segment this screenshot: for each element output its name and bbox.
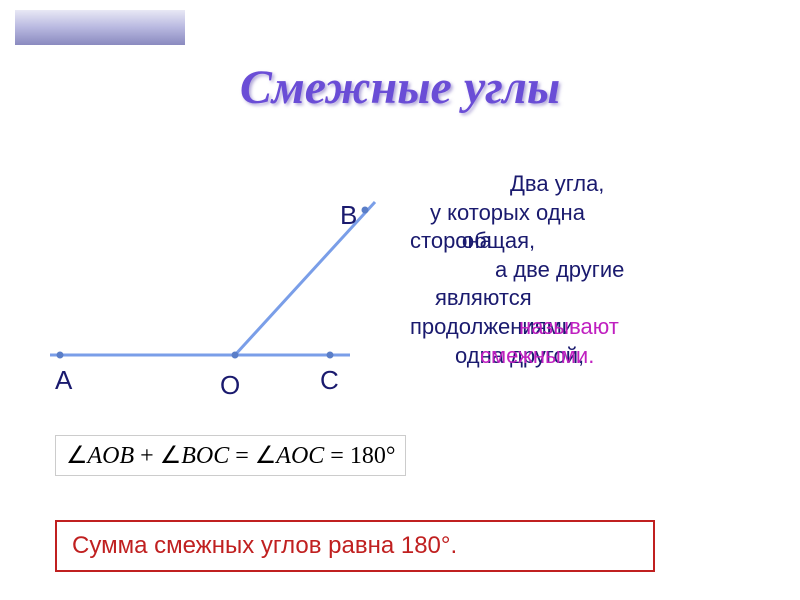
def-line4: а две другие	[495, 256, 790, 285]
def-line5: являются	[435, 284, 790, 313]
def-line3-b: общая,	[462, 228, 535, 253]
def-line6: продолженияминазывают	[410, 313, 790, 342]
formula-result: 180°	[350, 443, 396, 469]
formula-angle3: AOC	[276, 443, 324, 469]
formula-angle2: BOC	[181, 443, 229, 469]
point-label-o: О	[220, 370, 240, 401]
decoration-gradient-bar	[15, 10, 185, 45]
point-c	[327, 352, 334, 359]
def-line3: сторонаобщая,	[410, 227, 790, 256]
page-title: Смежные углы	[0, 60, 800, 115]
def-line2: у которых одна	[430, 199, 790, 228]
definition-block: Два угла, у которых одна сторонаобщая, а…	[410, 170, 790, 370]
point-label-b: В	[340, 200, 357, 231]
def-line7-b: смежными.	[480, 342, 594, 371]
point-o	[232, 352, 239, 359]
theorem-box: Сумма смежных углов равна 180°.	[55, 520, 655, 572]
point-a	[57, 352, 64, 359]
def-line7: одсмежными.на другой,	[455, 342, 790, 371]
angle-diagram	[40, 190, 460, 390]
point-label-a: А	[55, 365, 72, 396]
def-line1: Два угла,	[510, 170, 790, 199]
point-b	[362, 207, 369, 214]
formula: ∠AOB + ∠BOC = ∠AOC = 180°	[55, 435, 406, 476]
point-label-c: С	[320, 365, 339, 396]
def-line7-a: одсмежными.на другой,	[455, 343, 584, 368]
formula-angle1: AOB	[88, 443, 135, 469]
def-line6-b: называют	[519, 314, 619, 339]
